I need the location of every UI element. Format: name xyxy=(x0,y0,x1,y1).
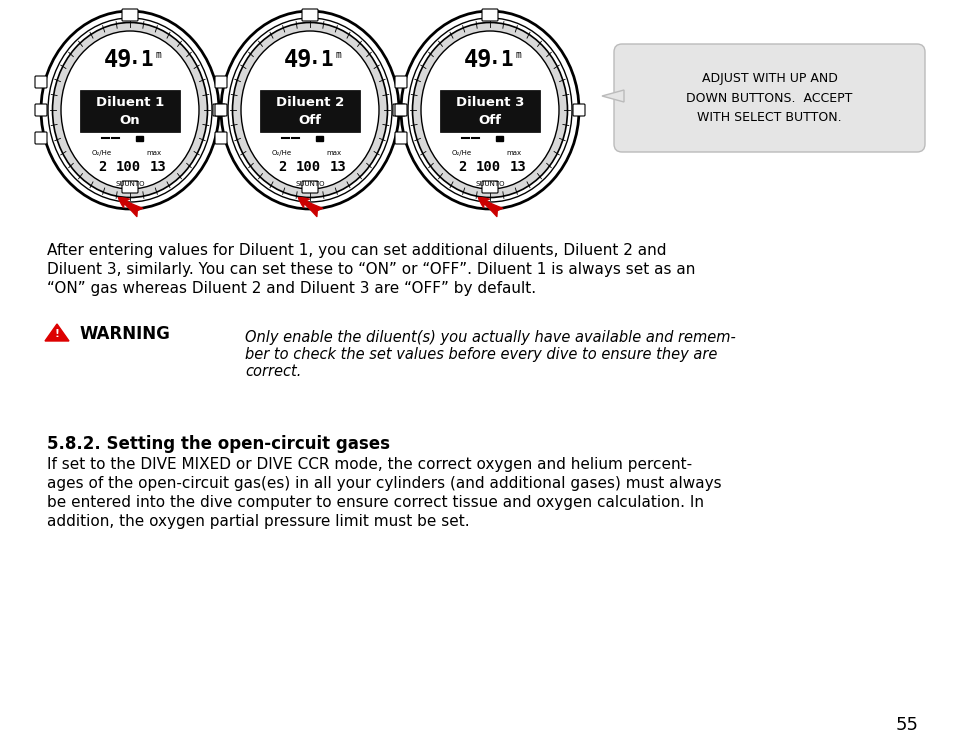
Text: be entered into the dive computer to ensure correct tissue and oxygen calculatio: be entered into the dive computer to ens… xyxy=(47,495,703,510)
Ellipse shape xyxy=(241,31,378,189)
FancyBboxPatch shape xyxy=(122,9,138,21)
FancyBboxPatch shape xyxy=(573,104,584,116)
Text: “ON” gas whereas Diluent 2 and Diluent 3 are “OFF” by default.: “ON” gas whereas Diluent 2 and Diluent 3… xyxy=(47,281,536,296)
Text: .: . xyxy=(489,48,500,67)
Bar xyxy=(136,136,143,141)
FancyBboxPatch shape xyxy=(481,9,497,21)
Text: 100: 100 xyxy=(115,160,140,174)
FancyBboxPatch shape xyxy=(395,76,407,88)
Text: m: m xyxy=(335,50,340,60)
Polygon shape xyxy=(45,324,69,341)
FancyBboxPatch shape xyxy=(393,104,405,116)
Text: After entering values for Diluent 1, you can set additional diluents, Diluent 2 : After entering values for Diluent 1, you… xyxy=(47,243,666,258)
Ellipse shape xyxy=(221,11,398,209)
FancyBboxPatch shape xyxy=(35,104,47,116)
Polygon shape xyxy=(601,90,623,102)
Text: If set to the DIVE MIXED or DIVE CCR mode, the correct oxygen and helium percent: If set to the DIVE MIXED or DIVE CCR mod… xyxy=(47,457,691,472)
Text: 55: 55 xyxy=(895,716,918,734)
Ellipse shape xyxy=(400,11,578,209)
Text: 13: 13 xyxy=(330,160,346,174)
Text: O₂/He: O₂/He xyxy=(91,150,112,156)
Ellipse shape xyxy=(412,23,567,197)
Text: Diluent 3, similarly. You can set these to “ON” or “OFF”. Diluent 1 is always se: Diluent 3, similarly. You can set these … xyxy=(47,262,695,277)
Text: 49: 49 xyxy=(283,48,312,72)
Text: Off: Off xyxy=(298,113,321,126)
Text: Diluent 2: Diluent 2 xyxy=(275,95,344,109)
Text: SUUNTO: SUUNTO xyxy=(115,181,145,187)
FancyBboxPatch shape xyxy=(395,104,407,116)
Text: SUUNTO: SUUNTO xyxy=(294,181,324,187)
Ellipse shape xyxy=(61,31,199,189)
FancyBboxPatch shape xyxy=(481,181,497,193)
Text: 49: 49 xyxy=(104,48,132,72)
FancyBboxPatch shape xyxy=(214,132,227,144)
Text: 1: 1 xyxy=(499,50,512,70)
Text: Diluent 1: Diluent 1 xyxy=(95,95,164,109)
Bar xyxy=(80,90,180,132)
Text: max: max xyxy=(146,150,161,156)
Text: ber to check the set values before every dive to ensure they are: ber to check the set values before every… xyxy=(245,347,717,362)
Text: max: max xyxy=(506,150,521,156)
Text: max: max xyxy=(326,150,341,156)
FancyBboxPatch shape xyxy=(213,104,225,116)
FancyBboxPatch shape xyxy=(395,132,407,144)
Text: WARNING: WARNING xyxy=(80,325,171,343)
Text: 2: 2 xyxy=(277,160,286,174)
Text: ADJUST WITH UP AND
DOWN BUTTONS.  ACCEPT
WITH SELECT BUTTON.: ADJUST WITH UP AND DOWN BUTTONS. ACCEPT … xyxy=(685,72,852,124)
FancyBboxPatch shape xyxy=(302,181,317,193)
FancyBboxPatch shape xyxy=(122,181,138,193)
FancyBboxPatch shape xyxy=(302,9,317,21)
Bar xyxy=(496,136,502,141)
Text: !: ! xyxy=(54,329,59,339)
Text: On: On xyxy=(119,113,140,126)
Text: .: . xyxy=(129,48,141,67)
Text: 100: 100 xyxy=(295,160,320,174)
FancyBboxPatch shape xyxy=(214,76,227,88)
Text: Diluent 3: Diluent 3 xyxy=(456,95,523,109)
Ellipse shape xyxy=(41,11,219,209)
FancyBboxPatch shape xyxy=(614,44,924,152)
Ellipse shape xyxy=(420,31,558,189)
Text: Only enable the diluent(s) you actually have available and remem-: Only enable the diluent(s) you actually … xyxy=(245,330,735,345)
Text: 13: 13 xyxy=(509,160,526,174)
Text: 5.8.2. Setting the open-circuit gases: 5.8.2. Setting the open-circuit gases xyxy=(47,435,390,453)
Text: O₂/He: O₂/He xyxy=(452,150,472,156)
FancyBboxPatch shape xyxy=(35,132,47,144)
Text: 2: 2 xyxy=(457,160,466,174)
Text: 13: 13 xyxy=(150,160,166,174)
Text: 49: 49 xyxy=(463,48,492,72)
Text: Off: Off xyxy=(478,113,501,126)
FancyBboxPatch shape xyxy=(214,104,227,116)
Text: .: . xyxy=(309,48,320,67)
Text: correct.: correct. xyxy=(245,364,301,379)
Text: 1: 1 xyxy=(139,50,152,70)
Text: m: m xyxy=(515,50,520,60)
Text: 1: 1 xyxy=(319,50,332,70)
Text: 100: 100 xyxy=(475,160,500,174)
Text: m: m xyxy=(155,50,161,60)
Ellipse shape xyxy=(52,23,208,197)
Bar xyxy=(260,90,359,132)
Ellipse shape xyxy=(233,23,387,197)
Bar xyxy=(315,136,323,141)
Text: 2: 2 xyxy=(98,160,106,174)
Text: addition, the oxygen partial pressure limit must be set.: addition, the oxygen partial pressure li… xyxy=(47,514,469,529)
Bar xyxy=(439,90,539,132)
Text: ages of the open-circuit gas(es) in all your cylinders (and additional gases) mu: ages of the open-circuit gas(es) in all … xyxy=(47,476,720,491)
Text: SUUNTO: SUUNTO xyxy=(475,181,504,187)
Text: O₂/He: O₂/He xyxy=(272,150,292,156)
FancyBboxPatch shape xyxy=(35,76,47,88)
